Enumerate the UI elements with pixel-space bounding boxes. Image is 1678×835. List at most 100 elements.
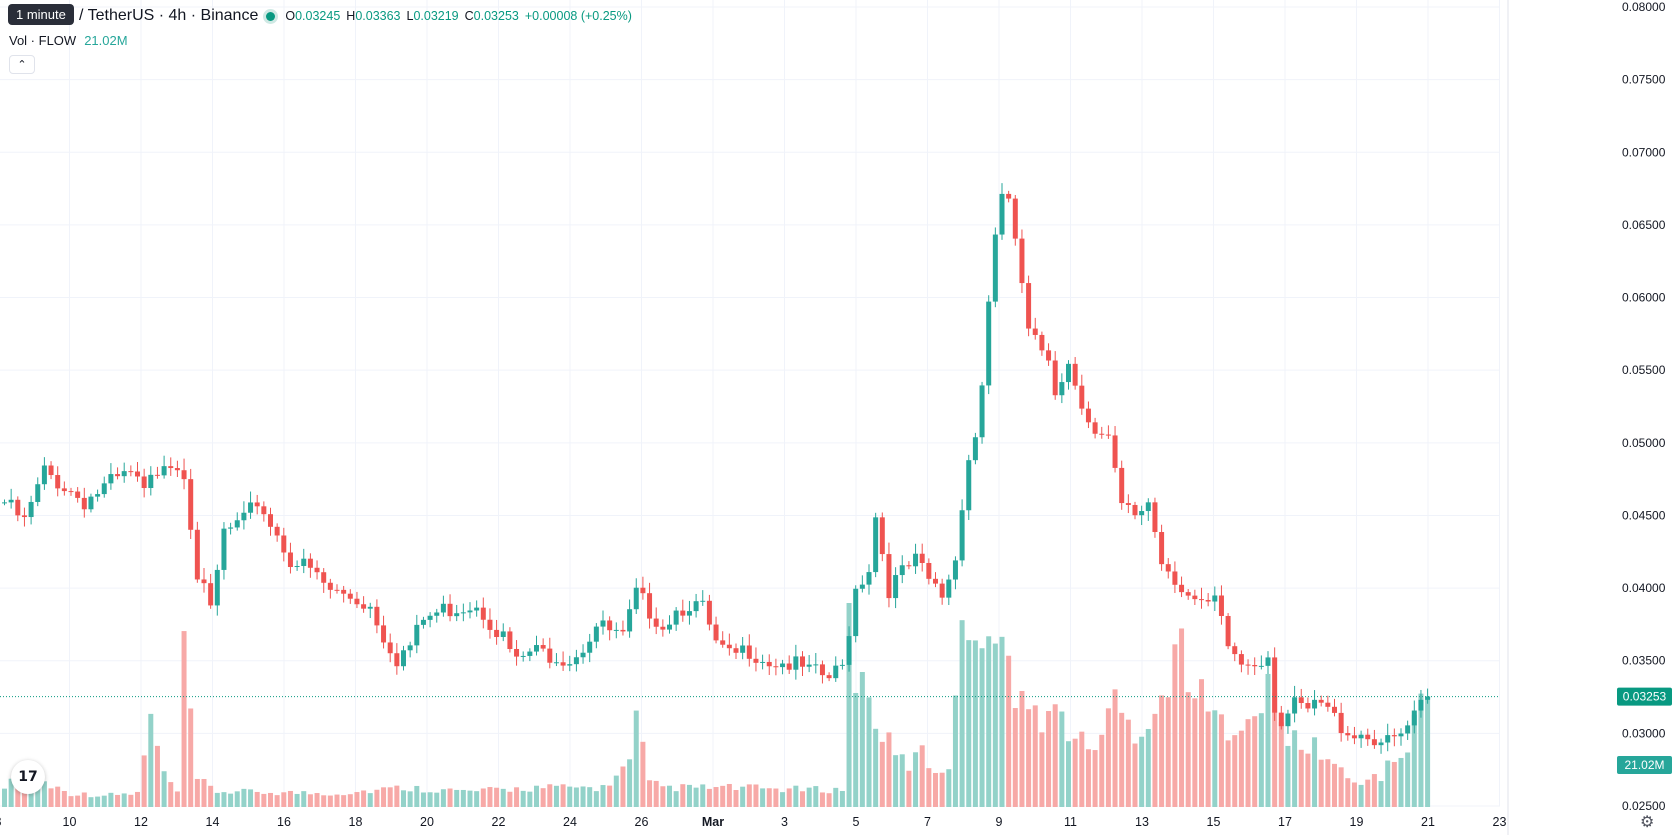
volume-bar <box>833 787 839 807</box>
last-price-badge <box>1617 687 1672 706</box>
candle-body <box>1046 350 1052 361</box>
candle-body <box>1079 385 1085 409</box>
candle-body <box>88 496 94 510</box>
price-tick-label: 0.04000 <box>1622 581 1666 595</box>
volume-bar <box>35 780 41 807</box>
volume-bar <box>560 784 566 807</box>
price-tick-label: 0.03000 <box>1622 726 1666 740</box>
volume-bar <box>693 787 699 807</box>
settings-gear-icon[interactable]: ⚙ <box>1640 814 1655 831</box>
candle-body <box>933 578 938 584</box>
time-tick-label: 20 <box>420 815 434 829</box>
candle-body <box>414 624 420 646</box>
volume-bar <box>1325 759 1331 807</box>
candle-body <box>1125 503 1131 505</box>
candle-body <box>1172 571 1178 585</box>
volume-bar <box>740 786 746 807</box>
volume-bar <box>1398 757 1404 807</box>
volume-bar <box>553 785 559 807</box>
volume-bar <box>1185 692 1191 807</box>
volume-bar <box>746 784 752 807</box>
price-tick-label: 0.05000 <box>1622 436 1666 450</box>
time-tick-label: 11 <box>1064 815 1077 829</box>
volume-bar <box>726 783 732 807</box>
candle-body <box>1278 712 1284 727</box>
volume-bar <box>1371 774 1377 807</box>
volume-bar <box>1145 728 1151 807</box>
candle-body <box>720 640 726 645</box>
candle-body <box>560 662 566 666</box>
volume-bar <box>128 794 134 807</box>
candle-body <box>1052 360 1058 396</box>
volume-bar <box>640 741 646 807</box>
volume-bar <box>1252 716 1258 807</box>
candle-body <box>1312 699 1318 709</box>
candle-body <box>1199 599 1204 601</box>
candle-body <box>1066 363 1071 383</box>
candle-body <box>866 572 872 585</box>
volume-bar <box>214 792 220 807</box>
candle-body <box>819 664 825 676</box>
time-axis: 8 10 12 14 16 18 20 22 24 26 Mar 3 5 7 9 11 13 15 17 19 21 23 <box>0 815 1506 829</box>
volume-bar <box>793 785 799 807</box>
candle-body <box>899 565 905 576</box>
volume-bar <box>454 789 460 807</box>
volume-bar <box>1385 760 1391 807</box>
volume-bar <box>414 785 420 807</box>
candle-body <box>514 648 520 657</box>
time-tick-label: 12 <box>134 815 148 829</box>
volume-bar <box>1179 628 1185 807</box>
volume-bar <box>314 793 320 807</box>
candle-body <box>201 579 207 584</box>
candle-body <box>467 610 473 613</box>
volume-title[interactable]: Vol · FLOW <box>9 32 77 48</box>
candle-body <box>846 636 852 665</box>
candle-body <box>287 552 293 568</box>
volume-bar <box>447 788 453 807</box>
volume-bar <box>8 778 14 807</box>
volume-bar <box>281 792 287 807</box>
collapse-legend-button[interactable]: ⌃ <box>9 55 35 74</box>
volume-bar <box>188 708 194 807</box>
volume-bar <box>540 788 546 807</box>
volume-bar <box>234 791 240 807</box>
candle-body <box>1085 408 1091 423</box>
candle-body <box>174 468 180 471</box>
volume-bar <box>268 792 273 807</box>
volume-bar <box>208 785 214 807</box>
candle-body <box>21 515 27 518</box>
volume-bar <box>287 790 293 807</box>
candle-body <box>241 512 247 521</box>
candle-body <box>427 615 433 620</box>
volume-bar <box>520 790 526 807</box>
volume-bar <box>846 603 852 807</box>
candle-body <box>354 598 360 605</box>
tradingview-logo-icon[interactable]: 17 <box>11 760 45 794</box>
volume-bar <box>1046 711 1052 807</box>
volume-bar <box>341 795 347 807</box>
volume-bar <box>68 796 74 807</box>
candle-body <box>780 663 786 668</box>
candle-body <box>800 656 805 667</box>
volume-bar <box>1165 697 1171 807</box>
candle-body <box>1391 735 1397 737</box>
symbol-title[interactable]: / TetherUS · 4h · Binance <box>79 7 259 24</box>
volume-bar <box>354 792 360 807</box>
volume-bar <box>427 792 433 807</box>
volume-bar <box>1232 735 1238 807</box>
volume-bar <box>1119 712 1125 807</box>
candle-body <box>627 609 633 632</box>
volume-bar <box>487 787 493 807</box>
candle-body <box>1159 532 1165 565</box>
candle-body <box>474 607 480 611</box>
candle-body <box>81 497 87 510</box>
last-price-label: 0.03253 <box>1623 690 1667 704</box>
candle-body <box>1371 739 1377 746</box>
volume-bar <box>1351 782 1357 807</box>
price-tick-label: 0.06000 <box>1622 291 1666 305</box>
candle-body <box>327 582 333 590</box>
volume-bar <box>1312 737 1318 807</box>
volume-bar <box>1365 779 1371 807</box>
candle-body <box>440 603 446 613</box>
